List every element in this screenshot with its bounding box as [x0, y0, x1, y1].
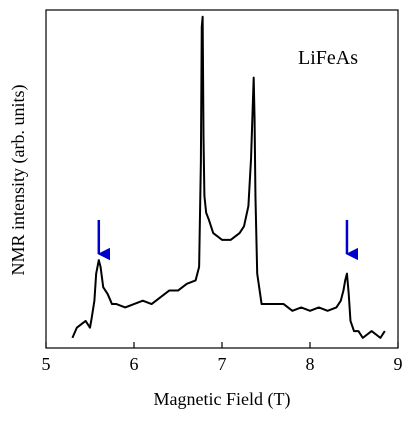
x-tick-label: 8 [306, 354, 315, 374]
x-tick-label: 9 [394, 354, 403, 374]
arrows [97, 220, 359, 261]
x-tick-label: 7 [218, 354, 227, 374]
chart-annotation: LiFeAs [298, 47, 358, 69]
x-tick-labels: 5 6 7 8 9 [42, 354, 403, 374]
x-tick-label: 6 [130, 354, 139, 374]
x-axis-label: Magnetic Field (T) [154, 389, 291, 410]
x-ticks [45, 342, 399, 348]
x-tick-label: 5 [42, 354, 51, 374]
y-axis-label: NMR intensity (arb. units) [8, 85, 29, 276]
series-line [71, 15, 386, 339]
